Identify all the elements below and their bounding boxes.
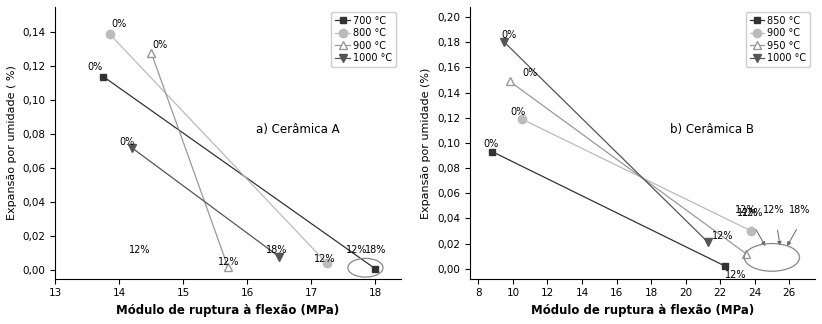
Text: 0%: 0%: [153, 40, 168, 50]
Text: 18%: 18%: [266, 245, 288, 255]
Line: 700 °C: 700 °C: [99, 73, 378, 272]
Text: 12%: 12%: [219, 257, 240, 267]
Text: 12%: 12%: [735, 205, 756, 215]
Text: 0%: 0%: [119, 136, 135, 146]
Text: a) Cerâmica A: a) Cerâmica A: [256, 123, 339, 136]
850 °C: [487, 150, 497, 154]
X-axis label: Módulo de ruptura à flexão (MPa): Módulo de ruptura à flexão (MPa): [117, 304, 339, 317]
Y-axis label: Expansão por umidade (%): Expansão por umidade (%): [422, 67, 432, 219]
Text: 12%: 12%: [737, 208, 758, 218]
1000 °C: [127, 146, 137, 150]
700 °C: [99, 75, 109, 78]
Text: 0%: 0%: [510, 107, 525, 117]
Text: 12%: 12%: [764, 205, 785, 215]
Text: 12%: 12%: [712, 230, 733, 240]
Text: 12%: 12%: [346, 245, 367, 255]
Text: 12%: 12%: [741, 208, 763, 218]
Text: b) Cerâmica B: b) Cerâmica B: [670, 123, 754, 136]
900 °C: [746, 229, 756, 233]
Y-axis label: Expansão por umidade ( %): Expansão por umidade ( %): [7, 65, 17, 220]
Text: 0%: 0%: [501, 30, 516, 40]
850 °C: [720, 264, 730, 268]
Line: 850 °C: 850 °C: [489, 148, 729, 270]
Text: 18%: 18%: [366, 245, 387, 255]
Line: 900 °C: 900 °C: [517, 115, 755, 235]
Line: 1000 °C: 1000 °C: [128, 144, 284, 261]
1000 °C: [275, 255, 284, 259]
Text: 12%: 12%: [129, 245, 150, 255]
900 °C: [517, 117, 527, 121]
950 °C: [741, 252, 751, 256]
Line: 1000 °C: 1000 °C: [500, 38, 712, 247]
Legend: 850 °C, 900 °C, 950 °C, 1000 °C: 850 °C, 900 °C, 950 °C, 1000 °C: [746, 12, 810, 67]
Text: 0%: 0%: [112, 19, 127, 29]
Text: 0%: 0%: [483, 139, 499, 149]
900 °C: [146, 51, 156, 55]
700 °C: [370, 267, 380, 271]
Text: 0%: 0%: [87, 62, 103, 72]
Text: 12%: 12%: [314, 254, 335, 264]
Text: 12%: 12%: [725, 270, 747, 280]
1000 °C: [703, 240, 713, 244]
X-axis label: Módulo de ruptura à flexão (MPa): Módulo de ruptura à flexão (MPa): [531, 304, 754, 317]
950 °C: [505, 79, 515, 83]
Text: 0%: 0%: [523, 68, 538, 78]
Line: 900 °C: 900 °C: [147, 49, 232, 271]
900 °C: [223, 265, 233, 269]
Text: 18%: 18%: [789, 205, 810, 215]
1000 °C: [500, 40, 510, 44]
Line: 950 °C: 950 °C: [506, 77, 750, 258]
Legend: 700 °C, 800 °C, 900 °C, 1000 °C: 700 °C, 800 °C, 900 °C, 1000 °C: [331, 12, 395, 67]
